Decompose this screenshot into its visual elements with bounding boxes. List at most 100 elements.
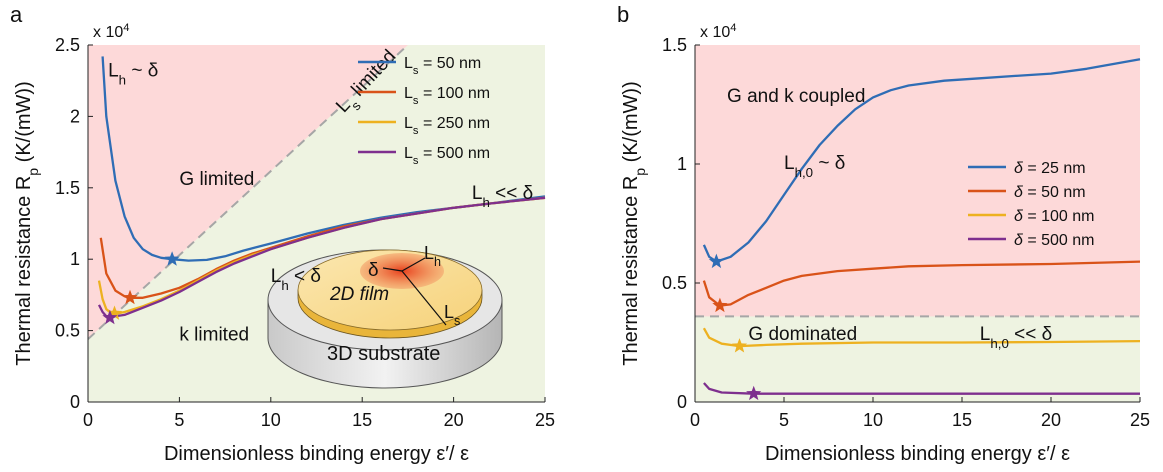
text-part: δ <box>1014 232 1024 249</box>
text-part: Thermal resistance R <box>13 176 35 366</box>
x-axis-label: Dimensionless binding energy ε′/ ε <box>765 443 1070 465</box>
subscript: h,0 <box>990 336 1009 351</box>
subscript: h <box>119 72 126 87</box>
inset-label: 2D film <box>329 284 389 305</box>
arrow <box>401 270 447 326</box>
panel-label: b <box>617 2 629 27</box>
inset-label: 3D substrate <box>327 343 440 365</box>
y-multiplier: x 104 <box>700 22 736 41</box>
x-tick-label: 20 <box>1041 410 1061 430</box>
subscript: s <box>413 155 419 167</box>
text-part: L <box>784 153 795 174</box>
legend-label: δ = 500 nm <box>1014 232 1095 249</box>
text-part: L <box>472 183 483 204</box>
annotation: G dominated <box>748 324 857 345</box>
minimum-star <box>712 297 728 313</box>
series-line <box>702 327 1141 348</box>
spacer: ​ <box>356 101 357 102</box>
y-tick-label: 2 <box>70 106 80 126</box>
y-tick-label: 0.5 <box>662 273 687 293</box>
annotation: Lh​ < δ <box>271 266 321 293</box>
inset-label: Ls​ <box>444 302 460 328</box>
x-tick-label: 0 <box>83 410 93 430</box>
text-part: = 50 nm <box>1023 184 1086 201</box>
subscript: s <box>413 125 419 137</box>
text-part: k limited <box>179 325 249 346</box>
y-axis-label: Thermal resistance Rp​ (K/(mW)) <box>13 81 41 366</box>
y-tick-label: 0 <box>677 392 687 412</box>
y-tick-label: 0 <box>70 392 80 412</box>
text-part: << δ <box>1009 324 1052 345</box>
arrow <box>382 267 403 272</box>
minimum-star <box>106 305 123 320</box>
subscript: h <box>434 255 441 269</box>
y-tick-label: 0.5 <box>55 321 80 341</box>
subscript: h,0 <box>795 164 814 179</box>
legend: δ = 25 nmδ = 50 nmδ = 100 nmδ = 500 nm <box>968 160 1095 249</box>
subscript: s <box>413 95 419 107</box>
text-part: x 10 <box>93 24 123 41</box>
annotation: Lh,0​ ~ δ <box>784 153 845 180</box>
text-part: L <box>424 243 434 263</box>
subscript: p <box>25 168 41 176</box>
legend-label: Ls​ = 500 nm <box>404 145 490 167</box>
minimum-star <box>102 309 118 325</box>
text-part: = 25 nm <box>1023 160 1086 177</box>
text-part: G dominated <box>748 324 857 345</box>
inset-label: δ <box>368 260 379 281</box>
inset-diagram: δ Lh​ Ls​ 2D film 3D substrate <box>267 243 503 389</box>
boundary-line <box>87 44 409 340</box>
text-part: (K/(mW)) <box>620 81 642 168</box>
arrow <box>401 257 426 272</box>
minimum-star <box>122 289 138 305</box>
subscript: s <box>454 314 460 328</box>
inset-label: Lh​ <box>424 243 441 269</box>
text-part: < δ <box>289 266 321 287</box>
series-line <box>101 56 546 262</box>
y-multiplier: x 104 <box>93 22 129 41</box>
text-part: δ <box>1014 160 1024 177</box>
text-part: L <box>444 302 454 322</box>
x-tick-label: 10 <box>863 410 883 430</box>
subscript: h <box>482 195 489 210</box>
minimum-star <box>708 253 724 269</box>
minimum-star <box>164 251 180 266</box>
annotation: G limited <box>179 169 254 190</box>
text-part: L <box>404 115 413 132</box>
text-part: x 10 <box>700 24 730 41</box>
legend-label: Ls​ = 100 nm <box>404 85 490 107</box>
superscript: 4 <box>730 22 736 34</box>
y-tick-label: 2.5 <box>55 35 80 55</box>
x-tick-label: 10 <box>261 410 281 430</box>
legend-label: Ls​ = 250 nm <box>404 115 490 137</box>
text-part: δ <box>1014 184 1024 201</box>
text-part: (K/(mW)) <box>13 81 35 168</box>
x-tick-label: 25 <box>1130 410 1150 430</box>
text-part: L <box>980 324 991 345</box>
text-part: ~ δ <box>813 153 845 174</box>
text-part: << δ <box>490 183 533 204</box>
x-tick-label: 20 <box>444 410 464 430</box>
series-line <box>702 58 1141 263</box>
x-tick-label: 5 <box>174 410 184 430</box>
x-tick-label: 5 <box>779 410 789 430</box>
text-part: δ <box>1014 208 1024 225</box>
x-tick-label: 15 <box>952 410 972 430</box>
x-tick-label: 15 <box>352 410 372 430</box>
annotation: Lh​ ~ δ <box>108 60 158 87</box>
minimum-star <box>731 338 748 353</box>
text-part: Thermal resistance R <box>620 176 642 366</box>
legend-label: δ = 100 nm <box>1014 208 1095 225</box>
text-part: G and k coupled <box>727 86 865 107</box>
superscript: 4 <box>123 22 129 34</box>
text-part: = 250 nm <box>419 115 491 132</box>
x-axis-label: Dimensionless binding energy ε′/ ε <box>164 443 469 465</box>
y-tick-label: 1.5 <box>55 178 80 198</box>
text-part: L <box>404 55 413 72</box>
text-part: L <box>108 60 119 81</box>
annotation: Lh,0​ << δ <box>980 324 1052 351</box>
y-tick-label: 1 <box>70 249 80 269</box>
text-part: = 100 nm <box>419 85 491 102</box>
